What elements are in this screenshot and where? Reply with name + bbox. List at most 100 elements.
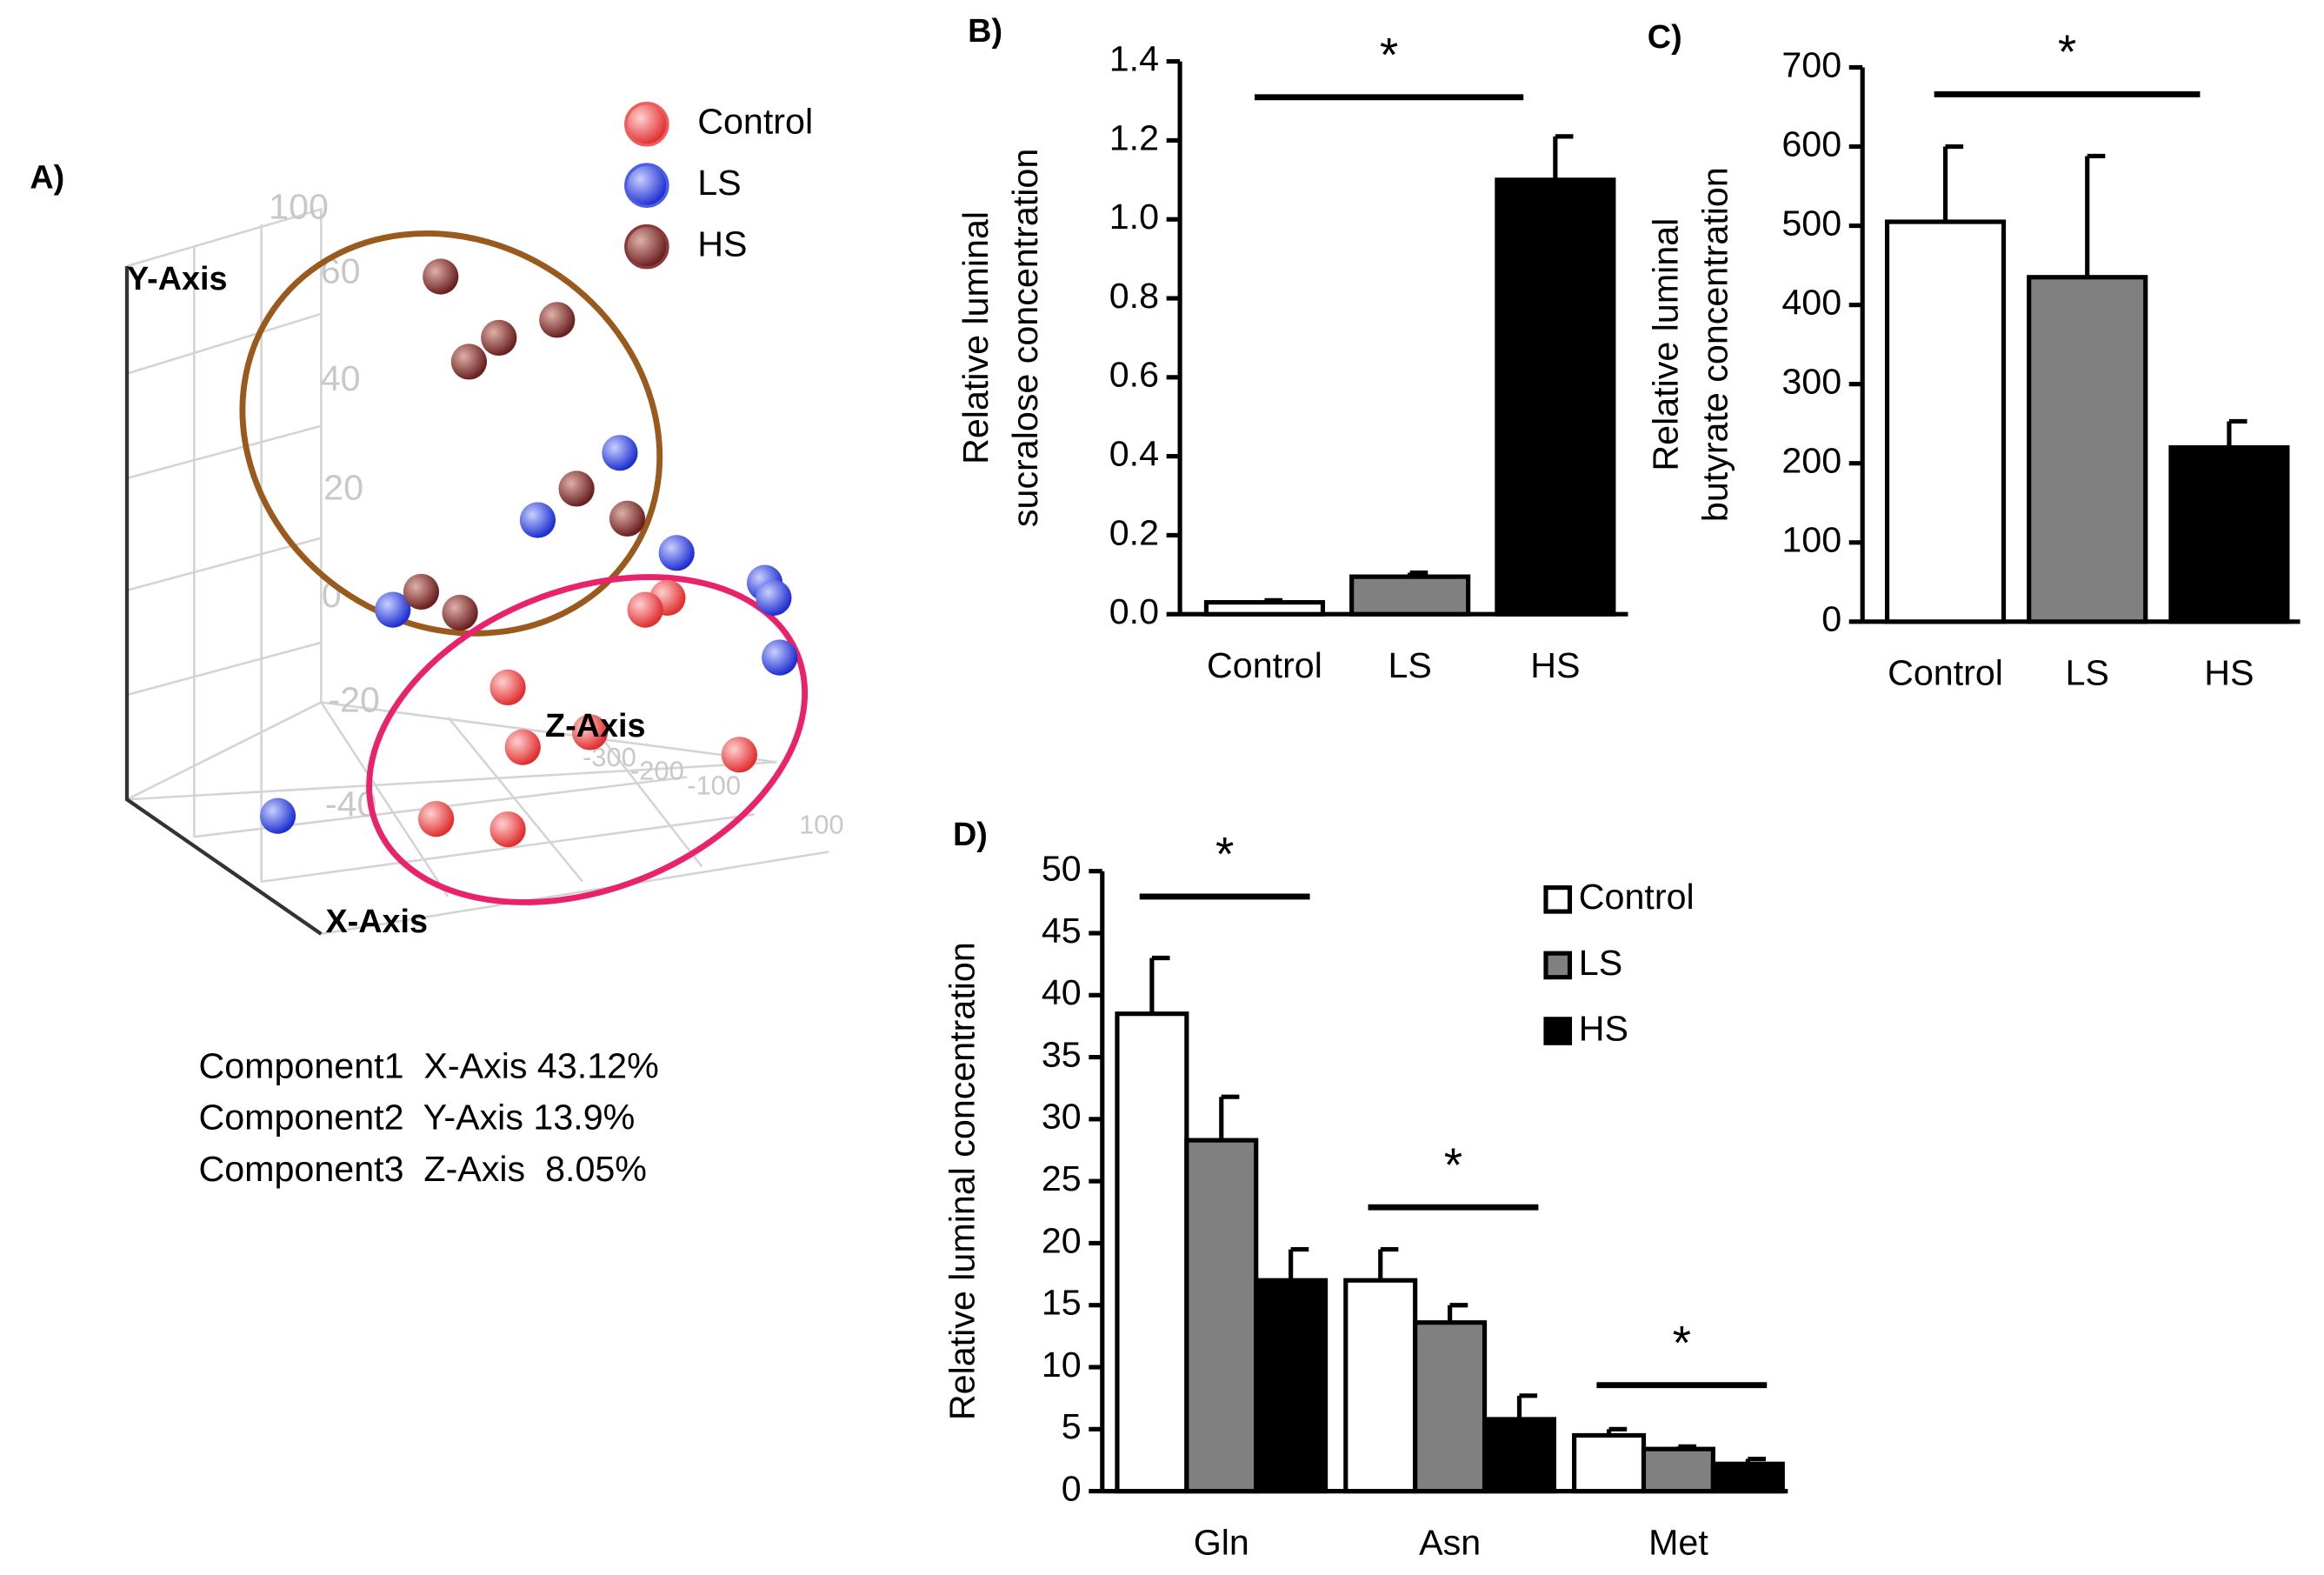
legend-swatch (1543, 951, 1573, 980)
error-bar (1378, 1247, 1399, 1281)
y-tick-label: 40 (1042, 972, 1082, 1012)
x-tick-label: HS (1530, 645, 1580, 685)
bar (2027, 275, 2148, 624)
x-tick-label: LS (1388, 645, 1431, 685)
y-tick-label: 0.4 (1109, 434, 1159, 474)
y-tick-label: 20 (323, 468, 363, 508)
x-tick-label: Asn (1419, 1522, 1481, 1562)
sphere (489, 811, 526, 848)
bar (1710, 1461, 1785, 1494)
y-tick-label: 0.0 (1109, 591, 1159, 631)
sphere (403, 573, 440, 611)
sphere (558, 470, 595, 507)
bar (1413, 1320, 1488, 1494)
legend-label: Control (697, 102, 813, 142)
legend-marker (624, 163, 669, 208)
error-bar (2227, 418, 2247, 448)
bar (1115, 1011, 1189, 1494)
y-tick-label: 30 (1042, 1097, 1082, 1137)
sphere (259, 798, 296, 834)
y-tick-label: 45 (1042, 911, 1082, 951)
panel-label: C) (1648, 19, 1682, 56)
legend-marker (624, 101, 669, 147)
annotation: * (1380, 28, 1398, 82)
y-axis-label: butyrate concentration (1695, 167, 1735, 522)
z-tick-label: -200 (630, 755, 684, 785)
y-tick-label: 40 (321, 358, 361, 398)
y-axis-label: Relative luminal concentration (942, 942, 982, 1420)
x-tick-label: LS (2066, 653, 2109, 693)
error-bar (1448, 1303, 1468, 1323)
axis-label: Y-Axis (127, 261, 228, 297)
sphere (627, 591, 663, 628)
y-tick-label: 1.4 (1109, 39, 1159, 79)
y-tick-label: 100 (1781, 520, 1841, 560)
sphere (721, 737, 757, 773)
y-tick-label: -20 (328, 679, 380, 719)
sphere (756, 579, 792, 616)
bar (1349, 574, 1471, 617)
error-bar (1942, 143, 1964, 223)
sphere (609, 500, 646, 537)
annotation: Component3 Z-Axis 8.05% (198, 1149, 646, 1189)
cluster-ellipse (239, 230, 663, 637)
y-tick-label: 20 (1042, 1220, 1082, 1260)
y-tick-label: 0 (1821, 599, 1841, 639)
x-tick-label: Control (1207, 645, 1322, 685)
x-tick-label: Control (1888, 653, 2003, 693)
x-tick-label: Gln (1194, 1522, 1249, 1562)
cluster-ellipse (366, 574, 809, 905)
annotation: Component2 Y-Axis 13.9% (198, 1098, 635, 1138)
annotation: * (1673, 1315, 1691, 1369)
sphere (519, 502, 556, 538)
y-tick-label: 700 (1781, 44, 1841, 84)
bar (2168, 444, 2290, 624)
y-tick-label: 200 (1781, 441, 1841, 481)
sphere (539, 302, 576, 338)
bar (1482, 1417, 1557, 1494)
axis-label: Z-Axis (545, 708, 645, 744)
error-bar (1289, 1247, 1309, 1281)
annotation: * (1215, 827, 1234, 881)
y-axis-label: Relative luminal (956, 211, 996, 464)
legend-label: HS (1579, 1008, 1628, 1048)
sphere (762, 639, 798, 676)
y-tick-label: 400 (1781, 283, 1841, 323)
y-tick-label: 5 (1062, 1406, 1082, 1446)
legend-swatch (1543, 885, 1573, 914)
x-tick-label: HS (2204, 653, 2254, 693)
panel-label: A) (30, 159, 64, 196)
y-tick-label: 10 (1042, 1345, 1082, 1385)
sphere (450, 344, 488, 380)
bar (1203, 600, 1326, 617)
y-tick-label: 25 (1042, 1158, 1082, 1198)
legend-label: LS (697, 163, 741, 203)
sphere (571, 714, 609, 751)
y-tick-label: 0.2 (1109, 512, 1159, 552)
sphere (375, 591, 411, 628)
sphere (504, 729, 541, 765)
y-tick-label: 0.8 (1109, 276, 1159, 316)
y-tick-label: 0 (1062, 1469, 1082, 1509)
legend-marker (624, 224, 669, 270)
y-tick-label: 0.6 (1109, 355, 1159, 395)
y-tick-label: 1.0 (1109, 197, 1159, 237)
y-tick-label: 50 (1042, 849, 1082, 889)
sphere (602, 435, 638, 471)
sphere (489, 669, 526, 706)
panel-label: D) (953, 817, 988, 853)
error-bar (1149, 955, 1170, 1014)
panel-label: B) (968, 13, 1002, 50)
bar (1184, 1138, 1259, 1494)
error-bar (1219, 1094, 1240, 1141)
annotation: * (2058, 24, 2076, 78)
x-tick-label: Met (1648, 1522, 1708, 1562)
annotation: Component1 X-Axis 43.12% (198, 1045, 658, 1085)
y-tick-label: 500 (1781, 203, 1841, 243)
sphere (418, 800, 455, 838)
axis-label: X-Axis (325, 904, 428, 940)
bar (1572, 1432, 1647, 1494)
bar (1884, 219, 2007, 624)
y-axis-label: sucralose concentration (1005, 149, 1045, 527)
